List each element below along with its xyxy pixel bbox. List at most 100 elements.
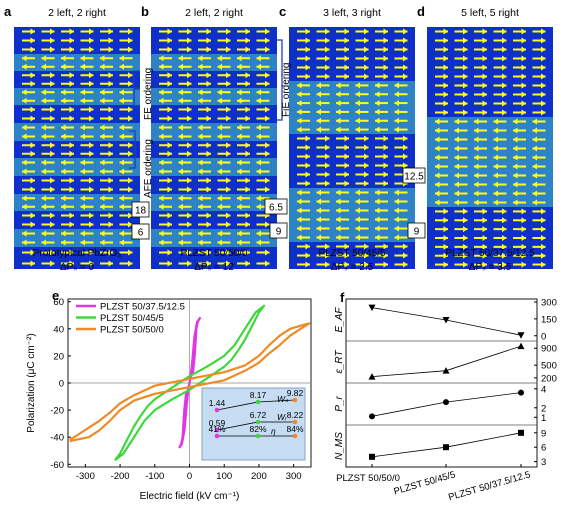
panel-c: c 3 left, 3 right 6.5 9 PLZST 50/45/5 ΔPₛ = 2… bbox=[264, 4, 415, 273]
dipole-arrow-head bbox=[226, 72, 231, 79]
dipole-arrow-head bbox=[297, 225, 302, 232]
dipole-arrow-head bbox=[394, 207, 399, 214]
dipole-arrow-head bbox=[30, 28, 35, 35]
dipole-arrow-head bbox=[521, 73, 526, 80]
dipole-arrow-head bbox=[482, 46, 487, 53]
dipole-arrow-head bbox=[159, 195, 164, 202]
dipole-arrow-head bbox=[541, 73, 546, 80]
count-box bbox=[264, 198, 288, 215]
dipole-arrow-head bbox=[364, 171, 369, 178]
dipole-arrow-head bbox=[159, 63, 164, 70]
dipole-arrow-head bbox=[178, 133, 183, 140]
dipole-arrow-head bbox=[89, 80, 94, 87]
dipole-arrow-head bbox=[178, 97, 183, 104]
dipole-arrow-head bbox=[198, 239, 203, 246]
dipole-arrow-head bbox=[100, 133, 105, 140]
inset-value-label: 8.17 bbox=[250, 390, 267, 400]
dipole-arrow-head bbox=[521, 46, 526, 53]
dipole-arrow-head bbox=[80, 195, 85, 202]
dipole-arrow-head bbox=[364, 73, 369, 80]
panel-delta-ps-a: ΔPₛ = 0 bbox=[60, 262, 94, 273]
dipole-arrow-head bbox=[521, 82, 526, 89]
dipole-arrow-head bbox=[69, 142, 74, 149]
dipole-arrow-head bbox=[108, 142, 113, 149]
dipole-arrow-head bbox=[454, 145, 459, 152]
dipole-arrow-head bbox=[502, 243, 507, 250]
dipole-arrow-head bbox=[198, 63, 203, 70]
count-box bbox=[402, 167, 426, 184]
dipole-arrow-head bbox=[513, 154, 518, 161]
dipole-arrow-head bbox=[435, 199, 440, 206]
domain-band bbox=[289, 81, 415, 134]
bracket-line bbox=[133, 88, 140, 107]
dipole-arrow-head bbox=[30, 80, 35, 87]
dipole-arrow-head bbox=[187, 260, 192, 267]
domain-band bbox=[14, 123, 140, 141]
domain-band bbox=[427, 27, 553, 117]
dipole-arrow-head bbox=[30, 72, 35, 79]
dipole-arrow-head bbox=[237, 239, 242, 246]
right-tick-label: 9 bbox=[541, 428, 546, 439]
dipole-arrow-head bbox=[89, 212, 94, 219]
dipole-arrow-head bbox=[502, 82, 507, 89]
dipole-arrow-head bbox=[265, 37, 270, 44]
dipole-arrow-head bbox=[383, 64, 388, 71]
dipole-arrow-head bbox=[474, 190, 479, 197]
dipole-arrow-head bbox=[364, 64, 369, 71]
dipole-arrow-head bbox=[394, 198, 399, 205]
dipole-arrow-head bbox=[502, 28, 507, 35]
dipole-arrow-head bbox=[69, 249, 74, 256]
row-ylabel: N_MS bbox=[334, 432, 345, 460]
dipole-arrow-head bbox=[325, 46, 330, 53]
dipole-arrow-head bbox=[336, 108, 341, 115]
dipole-arrow-head bbox=[344, 64, 349, 71]
dipole-arrow-head bbox=[493, 127, 498, 134]
dipole-arrow-head bbox=[443, 208, 448, 215]
dipole-arrow-head bbox=[100, 168, 105, 175]
dipole-arrow-head bbox=[206, 28, 211, 35]
dipole-arrow-head bbox=[159, 89, 164, 96]
right-tick-label: 4 bbox=[541, 384, 546, 395]
panel-delta-ps-b: ΔPₛ = 12 bbox=[194, 262, 234, 273]
dipole-arrow-head bbox=[474, 163, 479, 170]
dipole-arrow-head bbox=[521, 226, 526, 233]
dipole-arrow-head bbox=[89, 186, 94, 193]
dipole-arrow-head bbox=[305, 28, 310, 35]
dipole-arrow-head bbox=[256, 230, 261, 237]
dipole-arrow-head bbox=[325, 73, 330, 80]
inset-point bbox=[255, 433, 261, 439]
dipole-arrow-head bbox=[403, 73, 408, 80]
dipole-arrow-head bbox=[159, 133, 164, 140]
dipole-arrow-head bbox=[50, 260, 55, 267]
dipole-arrow-head bbox=[265, 221, 270, 228]
dipole-arrow-head bbox=[325, 55, 330, 62]
dipole-arrow-head bbox=[61, 89, 66, 96]
dipole-arrow-head bbox=[364, 135, 369, 142]
dipole-arrow-head bbox=[187, 249, 192, 256]
dipole-arrow-head bbox=[532, 190, 537, 197]
dipole-arrow-head bbox=[541, 109, 546, 116]
inset-value-label: 41% bbox=[208, 424, 225, 434]
dipole-arrow-head bbox=[61, 124, 66, 131]
dipole-arrow-head bbox=[463, 208, 468, 215]
dipole-arrow-head bbox=[50, 221, 55, 228]
dipole-arrow-head bbox=[206, 221, 211, 228]
dipole-arrow-head bbox=[217, 203, 222, 210]
dipole-arrow-head bbox=[108, 221, 113, 228]
dipole-arrow-head bbox=[355, 108, 360, 115]
dipole-arrow-head bbox=[50, 150, 55, 157]
x-tick-label: 300 bbox=[286, 471, 302, 482]
dipole-arrow-head bbox=[493, 145, 498, 152]
dipole-arrow-head bbox=[61, 55, 66, 62]
dipole-arrow-head bbox=[159, 168, 164, 175]
dipole-arrow-head bbox=[128, 106, 133, 113]
dipole-arrow-head bbox=[541, 217, 546, 224]
dipole-arrow-head bbox=[443, 73, 448, 80]
count-box-label: 18 bbox=[135, 206, 147, 217]
dipole-arrow-head bbox=[364, 46, 369, 53]
dipole-arrow-head bbox=[355, 216, 360, 223]
dipole-arrow-head bbox=[237, 168, 242, 175]
dipole-arrow-head bbox=[100, 159, 105, 166]
dipole-arrow-head bbox=[187, 142, 192, 149]
dipole-arrow-head bbox=[493, 118, 498, 125]
